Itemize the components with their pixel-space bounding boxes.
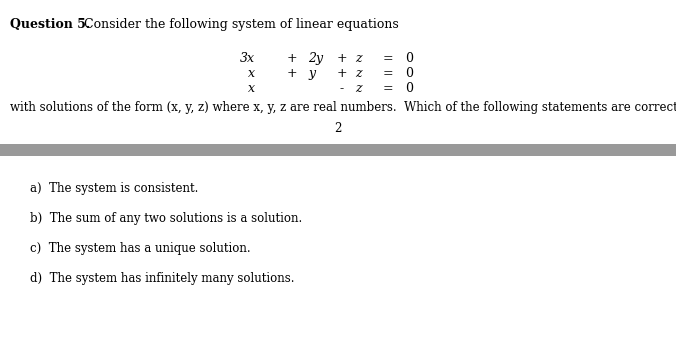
Text: +: + (287, 67, 297, 80)
Text: =: = (383, 52, 393, 65)
Text: d)  The system has infinitely many solutions.: d) The system has infinitely many soluti… (30, 272, 295, 285)
Text: 0: 0 (405, 52, 413, 65)
Text: +: + (337, 67, 347, 80)
Text: 2: 2 (335, 122, 341, 135)
Text: with solutions of the form (x, y, z) where x, y, z are real numbers.  Which of t: with solutions of the form (x, y, z) whe… (10, 101, 676, 114)
Text: 2y: 2y (308, 52, 323, 65)
Text: =: = (383, 67, 393, 80)
Text: 0: 0 (405, 67, 413, 80)
Text: -: - (340, 82, 344, 95)
Text: x: x (248, 82, 255, 95)
Text: z: z (355, 67, 361, 80)
Text: y: y (308, 67, 315, 80)
Bar (0, 144, 676, 156)
Text: Consider the following system of linear equations: Consider the following system of linear … (80, 18, 398, 31)
Text: 0: 0 (405, 82, 413, 95)
Text: a)  The system is consistent.: a) The system is consistent. (30, 182, 198, 195)
Text: =: = (383, 82, 393, 95)
Text: +: + (287, 52, 297, 65)
Text: Question 5.: Question 5. (10, 18, 91, 31)
Text: x: x (248, 67, 255, 80)
Text: 3x: 3x (240, 52, 255, 65)
Text: c)  The system has a unique solution.: c) The system has a unique solution. (30, 242, 251, 255)
Text: +: + (337, 52, 347, 65)
Text: z: z (355, 82, 361, 95)
Text: b)  The sum of any two solutions is a solution.: b) The sum of any two solutions is a sol… (30, 212, 302, 225)
Text: z: z (355, 52, 361, 65)
